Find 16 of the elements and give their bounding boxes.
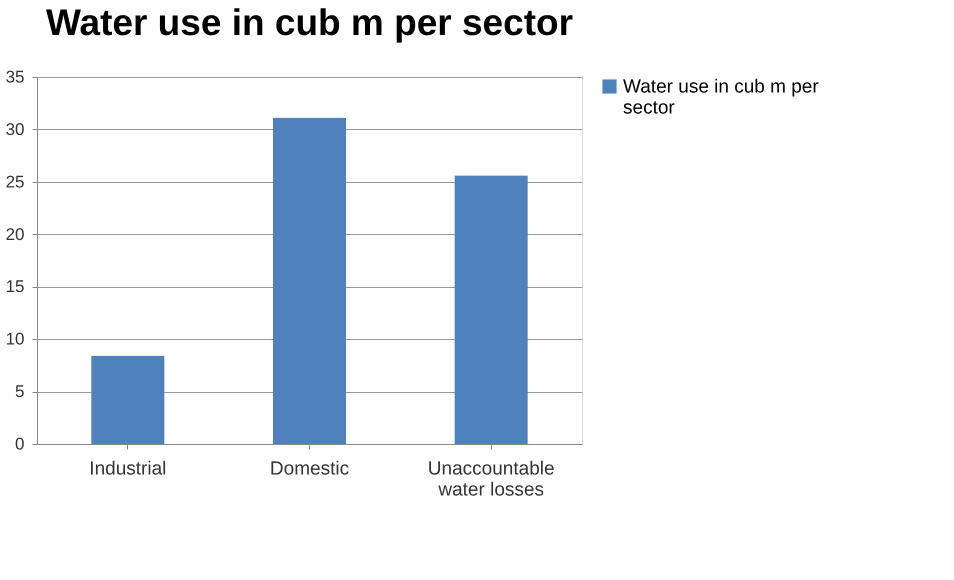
y-tick-label: 25 <box>6 172 24 192</box>
bar <box>454 176 528 444</box>
y-tick-label: 10 <box>6 330 24 349</box>
y-tick-label: 30 <box>6 120 24 139</box>
bar <box>273 118 346 444</box>
legend-label: Water use in cub m per sector <box>623 76 820 118</box>
x-tick-label: Industrial <box>89 458 166 480</box>
bar <box>91 356 164 444</box>
chart-title: Water use in cub m per sector <box>46 2 574 43</box>
y-tick-label: 5 <box>15 382 24 402</box>
x-tick-label: Domestic <box>270 458 350 480</box>
y-tick-label: 35 <box>6 68 24 86</box>
y-tick-label: 0 <box>15 434 24 454</box>
x-tick-label: Unaccountable water losses <box>428 458 555 500</box>
y-tick-label: 15 <box>6 277 24 296</box>
y-tick-label: 20 <box>6 224 24 244</box>
